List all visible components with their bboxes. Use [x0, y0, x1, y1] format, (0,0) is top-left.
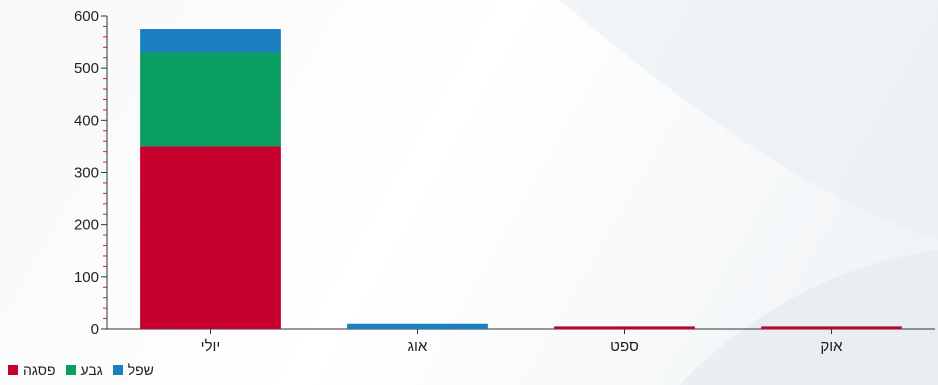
y-tick-label: 100	[74, 269, 99, 286]
bar-segment	[140, 52, 281, 147]
bar-segment	[347, 323, 488, 329]
y-tick-label: 500	[74, 60, 99, 77]
legend-item[interactable]: גבע	[65, 362, 103, 378]
bar-segment	[140, 29, 281, 53]
y-tick-label: 300	[74, 165, 99, 182]
y-tick-label: 600	[74, 8, 99, 25]
legend-label: גבע	[80, 362, 103, 378]
legend-item[interactable]: שפל	[112, 362, 154, 378]
legend-label: שפל	[127, 362, 154, 378]
legend-swatch	[65, 365, 76, 375]
x-tick-label: יולי	[201, 338, 221, 355]
y-tick-label: 0	[91, 321, 99, 338]
legend-item[interactable]: פסגה	[8, 362, 56, 378]
chart-legend: פסגה גבע שפל	[8, 362, 154, 378]
legend-swatch	[112, 365, 123, 375]
y-tick-label: 400	[74, 112, 99, 129]
x-tick-label: ספט	[610, 338, 639, 355]
y-tick-label: 200	[74, 217, 99, 234]
bar-segment	[140, 146, 281, 329]
x-tick-label: אוק	[820, 338, 843, 355]
legend-label: פסגה	[23, 362, 56, 378]
bar-segment	[761, 326, 902, 329]
legend-swatch	[8, 365, 18, 375]
x-tick-label: אוג	[408, 338, 428, 355]
bar-segment	[554, 326, 695, 329]
